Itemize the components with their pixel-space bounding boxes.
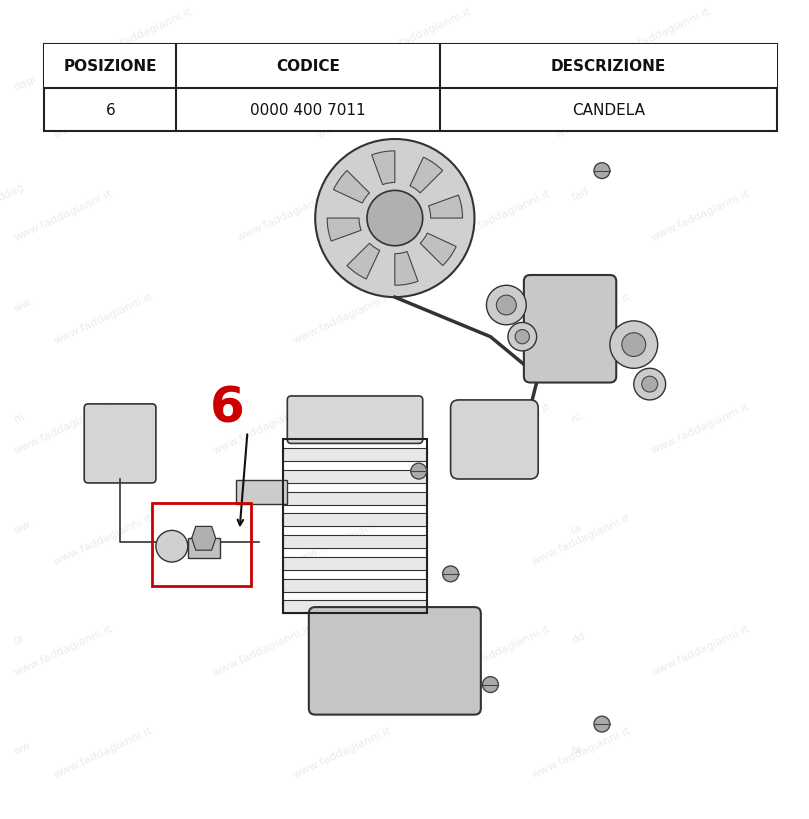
Bar: [283, 470, 426, 483]
Bar: [152, 503, 252, 586]
Wedge shape: [347, 244, 379, 279]
Circle shape: [443, 566, 459, 582]
Text: DESCRIZIONE: DESCRIZIONE: [551, 59, 667, 75]
Bar: [283, 557, 426, 570]
Text: 6: 6: [105, 102, 115, 118]
Text: ni.: ni.: [570, 410, 587, 424]
Text: www.faddagianni.it: www.faddagianni.it: [212, 622, 313, 676]
Text: POSIZIONE: POSIZIONE: [64, 59, 157, 75]
Text: www.faddagianni.it: www.faddagianni.it: [53, 725, 155, 780]
Text: gi: gi: [13, 632, 26, 645]
Bar: [283, 440, 426, 613]
Bar: [283, 492, 426, 505]
Text: ni.: ni.: [13, 410, 29, 424]
Text: CODICE: CODICE: [276, 59, 340, 75]
Text: www.faddagianni.it: www.faddagianni.it: [316, 85, 417, 140]
FancyBboxPatch shape: [287, 396, 423, 444]
Text: www.faddagianni.it: www.faddagianni.it: [451, 401, 553, 455]
Text: ddag: ddag: [0, 182, 27, 203]
Text: www.faddagianni.it: www.faddagianni.it: [530, 512, 632, 566]
Wedge shape: [327, 219, 361, 242]
Text: www.faddagianni.it: www.faddagianni.it: [212, 401, 313, 455]
Circle shape: [482, 676, 498, 693]
Text: www.faddagianni.it: www.faddagianni.it: [371, 7, 472, 61]
Circle shape: [594, 717, 610, 732]
Circle shape: [367, 191, 423, 247]
Text: 0000 400 7011: 0000 400 7011: [250, 102, 366, 118]
Wedge shape: [371, 152, 395, 185]
Text: www.faddagianni.it: www.faddagianni.it: [92, 7, 194, 61]
Text: www.faddagianni.it: www.faddagianni.it: [235, 188, 337, 242]
Text: www.faddagianni.it: www.faddagianni.it: [53, 512, 155, 566]
Text: 6: 6: [210, 384, 245, 432]
FancyBboxPatch shape: [524, 276, 616, 383]
Text: www.faddagianni.it: www.faddagianni.it: [610, 7, 712, 61]
Text: dd: dd: [570, 630, 587, 645]
FancyBboxPatch shape: [451, 400, 538, 479]
Text: www.faddagianni.it: www.faddagianni.it: [53, 85, 155, 140]
Circle shape: [610, 322, 658, 369]
Text: www.faddagianni.it: www.faddagianni.it: [650, 401, 752, 455]
Text: ww: ww: [13, 739, 33, 756]
Circle shape: [486, 286, 527, 325]
Text: www.faddagianni.it: www.faddagianni.it: [650, 622, 752, 676]
Bar: [44, 45, 777, 132]
Bar: [283, 449, 426, 462]
Wedge shape: [429, 196, 463, 219]
Circle shape: [594, 164, 610, 179]
Wedge shape: [410, 158, 443, 193]
Text: ww.: ww.: [570, 296, 593, 314]
Text: ww.: ww.: [13, 296, 36, 314]
Text: www.faddagianni.it: www.faddagianni.it: [13, 401, 114, 455]
Text: ia: ia: [570, 522, 583, 535]
FancyBboxPatch shape: [309, 608, 481, 715]
Text: CANDELA: CANDELA: [572, 102, 645, 118]
Text: www.faddagianni.it: www.faddagianni.it: [530, 725, 632, 780]
Text: dagi: dagi: [13, 73, 39, 93]
Circle shape: [411, 464, 426, 479]
FancyBboxPatch shape: [84, 405, 156, 483]
Bar: [283, 579, 426, 592]
Text: www.faddagianni.it: www.faddagianni.it: [13, 622, 114, 676]
Circle shape: [316, 140, 475, 298]
Circle shape: [497, 296, 516, 315]
Text: ww.: ww.: [13, 517, 36, 535]
Text: www.faddagianni.it: www.faddagianni.it: [53, 291, 155, 345]
Wedge shape: [395, 252, 418, 286]
Text: www.faddagianni.it: www.faddagianni.it: [554, 85, 656, 140]
Circle shape: [156, 531, 188, 563]
Text: fa: fa: [570, 742, 584, 756]
Bar: [44, 45, 777, 88]
Wedge shape: [420, 233, 456, 266]
Wedge shape: [333, 171, 370, 204]
Text: www.faddagianni.it: www.faddagianni.it: [291, 512, 393, 566]
Circle shape: [642, 377, 658, 392]
Text: www.faddagianni.it: www.faddagianni.it: [451, 188, 553, 242]
Text: www.faddagianni.it: www.faddagianni.it: [530, 291, 632, 345]
Circle shape: [515, 330, 529, 344]
Text: www.faddagianni.it: www.faddagianni.it: [650, 188, 752, 242]
Bar: [283, 514, 426, 527]
Bar: [235, 480, 287, 504]
Circle shape: [633, 369, 666, 400]
Bar: [188, 539, 219, 559]
Text: www.faddagianni.it: www.faddagianni.it: [291, 291, 393, 345]
Text: www.faddagianni.it: www.faddagianni.it: [13, 188, 114, 242]
Text: fad: fad: [570, 76, 591, 93]
Bar: [283, 600, 426, 613]
Text: fad: fad: [570, 187, 591, 203]
Circle shape: [622, 333, 646, 357]
Circle shape: [508, 323, 536, 351]
Text: www.faddagianni.it: www.faddagianni.it: [291, 725, 393, 780]
Text: www.faddagianni.it: www.faddagianni.it: [451, 622, 553, 676]
Bar: [283, 536, 426, 549]
Polygon shape: [192, 527, 216, 550]
